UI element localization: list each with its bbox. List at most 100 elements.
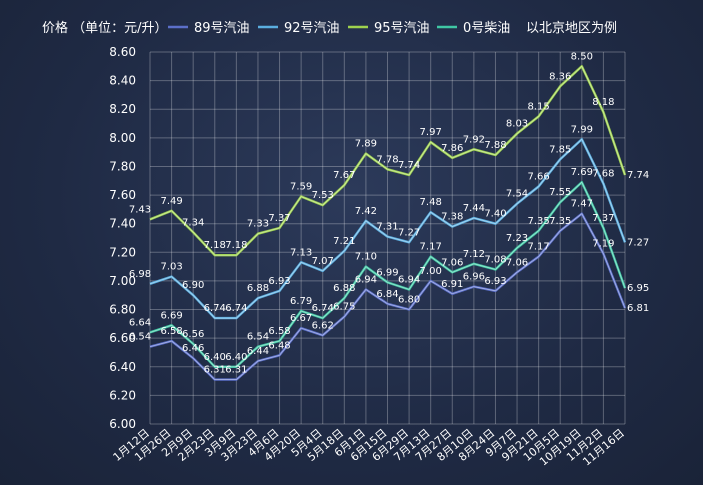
data-label: 7.68 [592, 169, 614, 180]
chart-title: 价格 （单位：元/升） [42, 20, 168, 36]
data-label: 6.56 [182, 329, 204, 340]
data-label: 6.98 [129, 269, 151, 280]
data-label: 7.66 [528, 171, 550, 182]
data-label: 6.40 [204, 352, 226, 363]
data-label: 8.18 [592, 97, 614, 108]
data-label: 7.78 [376, 154, 398, 165]
data-label: 7.53 [312, 190, 334, 201]
data-label: 7.48 [420, 197, 442, 208]
data-label: 6.46 [182, 343, 204, 354]
series-line-highlight-0 [149, 213, 626, 380]
data-label: 7.89 [355, 139, 377, 150]
data-label: 6.54 [129, 332, 151, 343]
data-label: 7.21 [333, 236, 355, 247]
grid [149, 51, 626, 425]
data-label: 7.18 [204, 240, 226, 251]
data-label: 6.93 [268, 276, 290, 287]
data-label: 6.48 [268, 340, 290, 351]
data-label: 7.85 [549, 144, 571, 155]
data-label: 7.35 [528, 216, 550, 227]
data-label: 6.88 [333, 283, 355, 294]
data-label: 7.74 [627, 170, 649, 181]
series-lines [149, 65, 627, 381]
y-tick-label: 6.40 [109, 360, 136, 374]
data-label: 6.81 [627, 303, 649, 314]
legend-label: 95号汽油 [374, 21, 430, 36]
data-label: 7.06 [441, 257, 463, 268]
data-label: 7.08 [484, 254, 506, 265]
y-tick-label: 8.40 [109, 74, 136, 88]
y-tick-label: 6.20 [109, 388, 136, 402]
data-label: 8.36 [549, 71, 571, 82]
data-label: 7.37 [268, 213, 290, 224]
data-labels: 6.546.586.466.31 6.316.446.486.676.626.75… [129, 51, 649, 375]
data-label: 8.03 [506, 119, 528, 130]
data-label: 6.91 [441, 279, 463, 290]
data-label: 7.59 [290, 182, 312, 193]
data-label: 6.64 [129, 317, 151, 328]
y-tick-label: 7.40 [109, 217, 136, 231]
data-label: 6.74 [312, 303, 334, 314]
data-label: 7.47 [571, 199, 593, 210]
data-label: 7.34 [182, 217, 204, 228]
data-label: 7.23 [506, 233, 528, 244]
data-label: 7.10 [355, 252, 377, 263]
data-label: 7.97 [420, 127, 442, 138]
data-label: 6.44 [247, 346, 269, 357]
data-label: 8.50 [571, 51, 593, 62]
data-label: 7.88 [484, 140, 506, 151]
legend-label: 92号汽油 [284, 21, 340, 36]
legend-label: 89号汽油 [194, 21, 250, 36]
data-label: 7.17 [528, 242, 550, 253]
data-label: 7.13 [290, 247, 312, 258]
data-label: 7.92 [463, 134, 485, 145]
data-label: 7.74 [398, 160, 420, 171]
data-label: 6.79 [290, 296, 312, 307]
y-tick-label: 7.80 [109, 159, 136, 173]
data-label: 7.40 [484, 209, 506, 220]
y-tick-label: 6.00 [109, 417, 136, 431]
data-label: 7.19 [592, 239, 614, 250]
data-label: 7.38 [441, 212, 463, 223]
data-label: 7.49 [160, 196, 182, 207]
data-label: 6.69 [160, 310, 182, 321]
data-label: 7.27 [398, 227, 420, 238]
data-label: 6.88 [247, 283, 269, 294]
data-label: 7.35 [549, 216, 571, 227]
data-label: 7.12 [463, 249, 485, 260]
data-label: 6.74 [225, 303, 247, 314]
data-label: 6.84 [376, 289, 398, 300]
data-label: 7.86 [441, 143, 463, 154]
data-label: 6.31 [225, 365, 247, 376]
y-tick-label: 7.20 [109, 245, 136, 259]
data-label: 6.94 [355, 275, 377, 286]
data-label: 7.69 [571, 167, 593, 178]
y-tick-label: 6.80 [109, 303, 136, 317]
data-label: 6.40 [225, 352, 247, 363]
data-label: 6.93 [484, 276, 506, 287]
y-axis: 6.00 6.20 6.40 6.60 6.80 7.00 7.20 7.40 7.60 7.80… [109, 45, 136, 431]
data-label: 7.99 [571, 124, 593, 135]
data-label: 6.58 [160, 326, 182, 337]
data-label: 7.54 [506, 189, 528, 200]
data-label: 6.96 [463, 272, 485, 283]
y-tick-label: 8.00 [109, 131, 136, 145]
data-label: 7.31 [376, 222, 398, 233]
data-label: 7.18 [225, 240, 247, 251]
data-label: 6.31 [204, 365, 226, 376]
data-label: 7.33 [247, 219, 269, 230]
data-label: 6.67 [290, 313, 312, 324]
legend: 89号汽油 92号汽油 95号汽油 0号柴油 [168, 21, 510, 36]
data-label: 6.58 [268, 326, 290, 337]
data-label: 6.90 [182, 280, 204, 291]
y-tick-label: 6.60 [109, 331, 136, 345]
series-line-highlight-2 [149, 65, 626, 256]
data-label: 7.06 [506, 257, 528, 268]
data-label: 7.17 [420, 242, 442, 253]
y-tick-label: 8.60 [109, 45, 136, 59]
data-label: 7.67 [333, 170, 355, 181]
data-label: 6.95 [627, 283, 649, 294]
data-label: 6.94 [398, 275, 420, 286]
y-tick-label: 8.20 [109, 102, 136, 116]
